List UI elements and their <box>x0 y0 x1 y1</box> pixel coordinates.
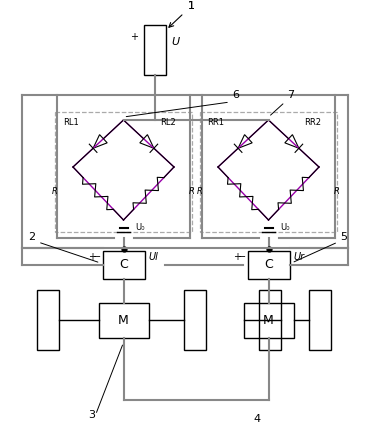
Bar <box>248 251 290 279</box>
Text: C: C <box>264 258 273 271</box>
Bar <box>103 251 145 279</box>
Bar <box>37 290 59 350</box>
Text: 5: 5 <box>340 232 347 242</box>
Bar <box>144 25 166 75</box>
Bar <box>200 112 337 232</box>
Text: −: − <box>238 252 247 262</box>
Text: RR2: RR2 <box>304 118 321 127</box>
Text: Ur: Ur <box>294 252 305 262</box>
Text: Ul: Ul <box>149 252 158 262</box>
Text: C: C <box>119 258 128 271</box>
Text: 3: 3 <box>88 410 96 420</box>
Text: +: + <box>130 32 138 42</box>
Text: 1: 1 <box>188 1 195 11</box>
Bar <box>99 302 149 337</box>
Text: M: M <box>263 314 274 327</box>
Text: RR1: RR1 <box>208 118 224 127</box>
Text: R: R <box>197 187 203 196</box>
Bar <box>55 112 192 232</box>
Text: R: R <box>189 187 195 196</box>
Text: 7: 7 <box>287 90 294 100</box>
Text: U: U <box>171 37 179 47</box>
Bar <box>309 290 331 350</box>
Text: R: R <box>52 187 58 196</box>
Text: 2: 2 <box>28 232 35 242</box>
Text: 1: 1 <box>188 1 195 11</box>
Text: 4: 4 <box>254 414 261 424</box>
Text: U₀: U₀ <box>135 223 145 232</box>
Text: 6: 6 <box>232 90 239 100</box>
Bar <box>184 290 206 350</box>
Text: U₀: U₀ <box>280 223 290 232</box>
Text: RL2: RL2 <box>160 118 176 127</box>
Text: −: − <box>93 252 102 262</box>
Text: R: R <box>334 187 340 196</box>
Text: +: + <box>88 252 96 262</box>
Text: M: M <box>118 314 129 327</box>
Text: +: + <box>234 252 241 262</box>
Text: RL1: RL1 <box>63 118 79 127</box>
Bar <box>259 290 281 350</box>
Bar <box>244 302 294 337</box>
